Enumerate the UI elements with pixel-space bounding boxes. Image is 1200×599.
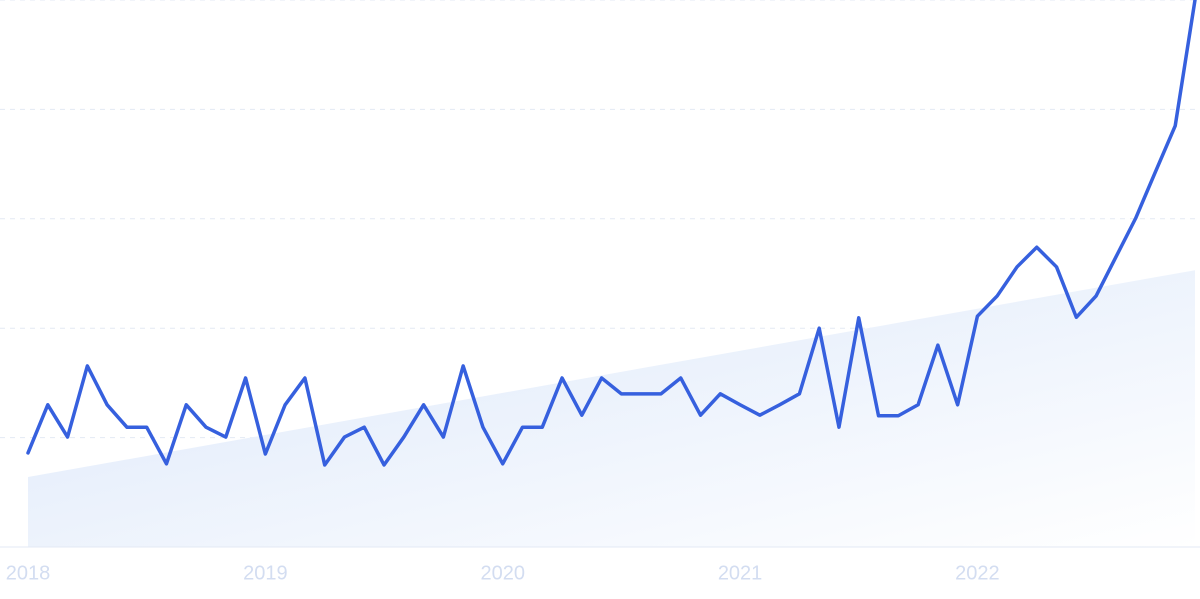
x-tick-label: 2020 — [480, 562, 525, 584]
x-tick-label: 2022 — [955, 562, 1000, 584]
trend-area — [28, 270, 1195, 547]
trend-line — [26, 0, 1197, 467]
x-tick-label: 2018 — [6, 562, 51, 584]
x-tick-label: 2021 — [718, 562, 763, 584]
x-tick-label: 2019 — [243, 562, 288, 584]
